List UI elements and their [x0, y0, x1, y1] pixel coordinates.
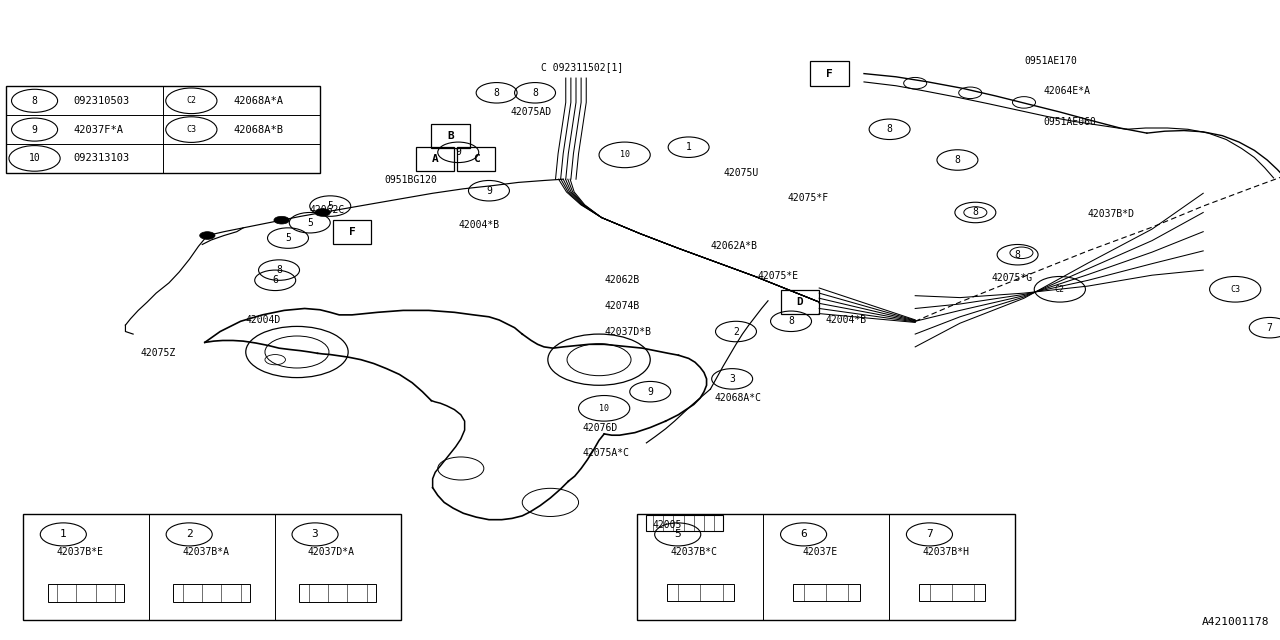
Text: 42062A*B: 42062A*B: [710, 241, 758, 252]
Text: 2: 2: [733, 326, 739, 337]
Text: C2: C2: [187, 96, 196, 106]
Text: 0951AE170: 0951AE170: [1024, 56, 1076, 66]
Text: 42037B*A: 42037B*A: [182, 547, 229, 557]
Text: 8: 8: [887, 124, 892, 134]
Bar: [794, 584, 860, 601]
Text: 42075*G: 42075*G: [992, 273, 1033, 284]
Text: 42037D*B: 42037D*B: [604, 326, 652, 337]
Text: 9: 9: [486, 186, 492, 196]
Text: 6: 6: [273, 275, 278, 285]
Text: 42004*B: 42004*B: [458, 220, 499, 230]
Text: 42037E: 42037E: [803, 547, 837, 557]
Bar: [781, 290, 819, 314]
Text: 42075*F: 42075*F: [787, 193, 828, 204]
Circle shape: [274, 216, 289, 224]
Text: 9: 9: [32, 125, 37, 134]
Bar: [667, 584, 733, 601]
Text: C3: C3: [187, 125, 196, 134]
Text: 0951AE060: 0951AE060: [1043, 116, 1096, 127]
Bar: [457, 147, 495, 171]
Text: 8: 8: [955, 155, 960, 165]
Text: 42068A*A: 42068A*A: [233, 96, 284, 106]
Text: 42037D*A: 42037D*A: [308, 547, 355, 557]
Bar: [431, 124, 470, 148]
Text: 0951BG120: 0951BG120: [384, 175, 436, 186]
Text: F: F: [348, 227, 356, 237]
Text: 3: 3: [311, 529, 319, 540]
Text: 8: 8: [532, 88, 538, 98]
Text: 42068A*B: 42068A*B: [233, 125, 284, 134]
Bar: [637, 514, 1015, 620]
Text: 6: 6: [800, 529, 806, 540]
Bar: [333, 220, 371, 244]
Text: 1: 1: [60, 529, 67, 540]
Circle shape: [315, 209, 330, 216]
Text: 10: 10: [28, 154, 41, 163]
Text: 092313103: 092313103: [73, 154, 129, 163]
Text: A421001178: A421001178: [1202, 617, 1270, 627]
Text: 7: 7: [1267, 323, 1272, 333]
Circle shape: [200, 232, 215, 239]
Text: 42074B: 42074B: [604, 301, 640, 311]
Text: 42037B*D: 42037B*D: [1088, 209, 1135, 220]
Text: 42075AD: 42075AD: [511, 107, 552, 117]
Text: C: C: [472, 154, 480, 164]
Text: 2: 2: [186, 529, 192, 540]
Bar: [416, 147, 454, 171]
Text: 42076D: 42076D: [582, 422, 618, 433]
Text: 42075*E: 42075*E: [758, 271, 799, 282]
Bar: [173, 584, 250, 602]
Text: 5: 5: [328, 201, 333, 211]
Text: C3: C3: [1230, 285, 1240, 294]
Text: 5: 5: [307, 218, 312, 228]
Text: 8: 8: [1015, 250, 1020, 260]
Bar: [810, 61, 849, 86]
Text: 1: 1: [686, 142, 691, 152]
Text: 7: 7: [925, 529, 933, 540]
Text: 092310503: 092310503: [73, 96, 129, 106]
Text: 42037B*C: 42037B*C: [671, 547, 718, 557]
Text: 8: 8: [494, 88, 499, 98]
Text: 42075Z: 42075Z: [141, 348, 177, 358]
Bar: [47, 584, 124, 602]
Text: 42064E*A: 42064E*A: [1043, 86, 1091, 96]
Text: 3: 3: [730, 374, 735, 384]
Bar: [6, 86, 320, 173]
Bar: [919, 584, 986, 601]
Text: A: A: [431, 154, 439, 164]
Text: 5: 5: [675, 529, 681, 540]
Text: C 092311502[1]: C 092311502[1]: [541, 62, 623, 72]
Text: D: D: [796, 297, 804, 307]
Text: 5: 5: [285, 233, 291, 243]
Text: 9: 9: [456, 147, 461, 157]
Text: 42004D: 42004D: [246, 315, 282, 325]
Text: C2: C2: [1055, 285, 1065, 294]
Bar: [300, 584, 376, 602]
Text: 42062C: 42062C: [310, 205, 346, 215]
Text: 8: 8: [788, 316, 794, 326]
Text: F: F: [826, 68, 833, 79]
Text: B: B: [447, 131, 454, 141]
Text: 42075U: 42075U: [723, 168, 759, 178]
Text: 9: 9: [648, 387, 653, 397]
Text: 42037B*E: 42037B*E: [56, 547, 104, 557]
Text: 42062B: 42062B: [604, 275, 640, 285]
Text: 42004*B: 42004*B: [826, 315, 867, 325]
Text: 8: 8: [276, 265, 282, 275]
Text: 42075A*C: 42075A*C: [582, 448, 630, 458]
Text: 42037F*A: 42037F*A: [73, 125, 123, 134]
Text: 8: 8: [32, 96, 37, 106]
Bar: [646, 515, 723, 531]
Text: 42005: 42005: [653, 520, 682, 530]
Text: 10: 10: [599, 404, 609, 413]
Bar: [23, 514, 401, 620]
Text: 10: 10: [620, 150, 630, 159]
Text: 42037B*H: 42037B*H: [923, 547, 969, 557]
Text: 8: 8: [973, 207, 978, 218]
Text: 42068A*C: 42068A*C: [714, 393, 762, 403]
